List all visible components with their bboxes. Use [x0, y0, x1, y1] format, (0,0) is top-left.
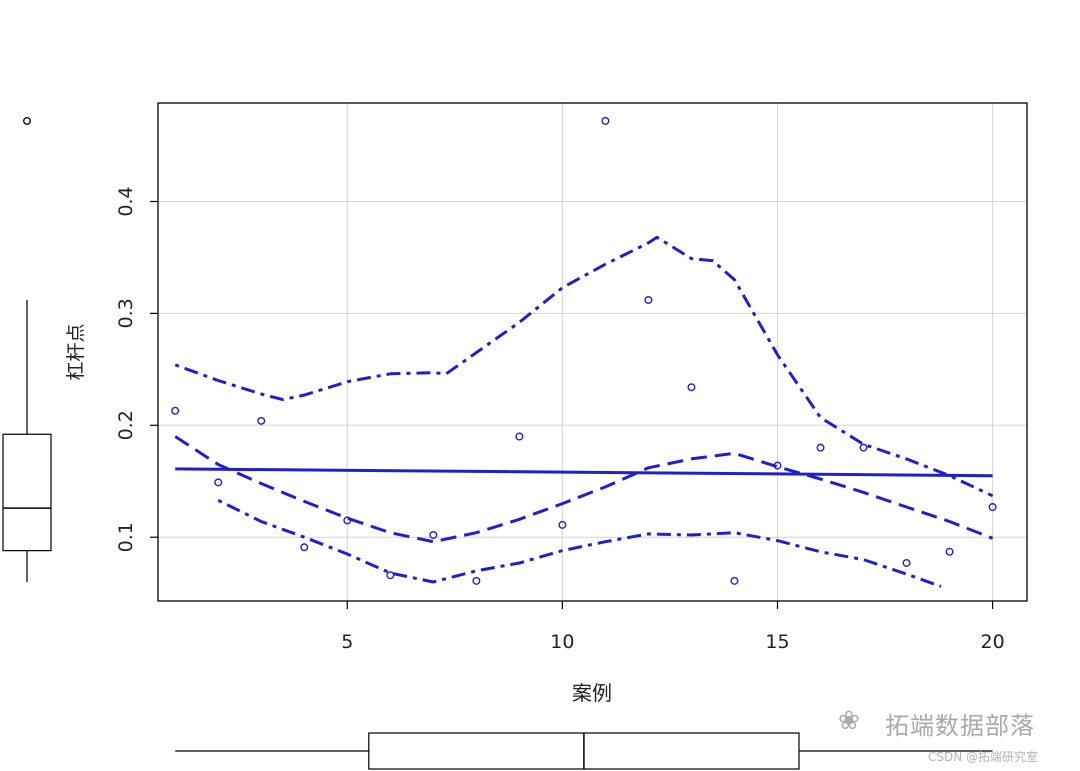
- data-point: [171, 406, 180, 415]
- y-tick-label: 0.1: [115, 522, 137, 552]
- x-axis: 5 10 15 20: [341, 601, 1005, 653]
- y-tick-label: 0.4: [115, 186, 137, 216]
- y-tick-label: 0.2: [115, 410, 137, 440]
- data-point: [730, 576, 739, 585]
- watermark-main: 拓端数据部落: [885, 712, 1035, 740]
- grid: [158, 103, 1027, 601]
- x-axis-label: 案例: [572, 681, 612, 705]
- dashed-line: [174, 435, 994, 544]
- data-point: [687, 383, 696, 392]
- dotdash-line: [217, 498, 942, 588]
- data-point: [257, 416, 266, 425]
- data-point: [343, 516, 352, 525]
- data-point: [945, 547, 954, 556]
- x-tick-label: 10: [550, 631, 574, 653]
- data-point: [386, 571, 395, 580]
- data-point: [859, 443, 868, 452]
- plot-frame: [157, 102, 1028, 602]
- data-point: [902, 558, 911, 567]
- solid-line: [175, 467, 993, 478]
- smooth-lines: [174, 235, 994, 588]
- watermark-sub: CSDN @拓端研究室: [928, 750, 1039, 764]
- data-point: [214, 478, 223, 487]
- data-points: [171, 116, 997, 585]
- y-box: [2, 433, 52, 552]
- data-point: [429, 530, 438, 539]
- y-boxplot: [2, 116, 52, 582]
- x-tick-label: 5: [341, 631, 353, 653]
- data-point: [773, 461, 782, 470]
- data-point: [300, 543, 309, 552]
- x-tick-label: 20: [980, 631, 1004, 653]
- y-axis: 0.1 0.2 0.3 0.4: [115, 186, 158, 552]
- x-boxplot: [175, 732, 993, 770]
- data-point: [816, 443, 825, 452]
- data-point: [472, 576, 481, 585]
- dotdash-line: [174, 235, 994, 498]
- data-point: [644, 295, 653, 304]
- x-tick-label: 15: [765, 631, 789, 653]
- data-point: [515, 432, 524, 441]
- y-tick-label: 0.3: [115, 298, 137, 328]
- data-point: [988, 502, 997, 511]
- y-axis-label: 杠杆点: [65, 323, 87, 380]
- y-box-outlier: [23, 116, 31, 125]
- data-point: [558, 520, 567, 529]
- data-point: [601, 116, 610, 125]
- wechat-icon: ❀: [838, 706, 860, 736]
